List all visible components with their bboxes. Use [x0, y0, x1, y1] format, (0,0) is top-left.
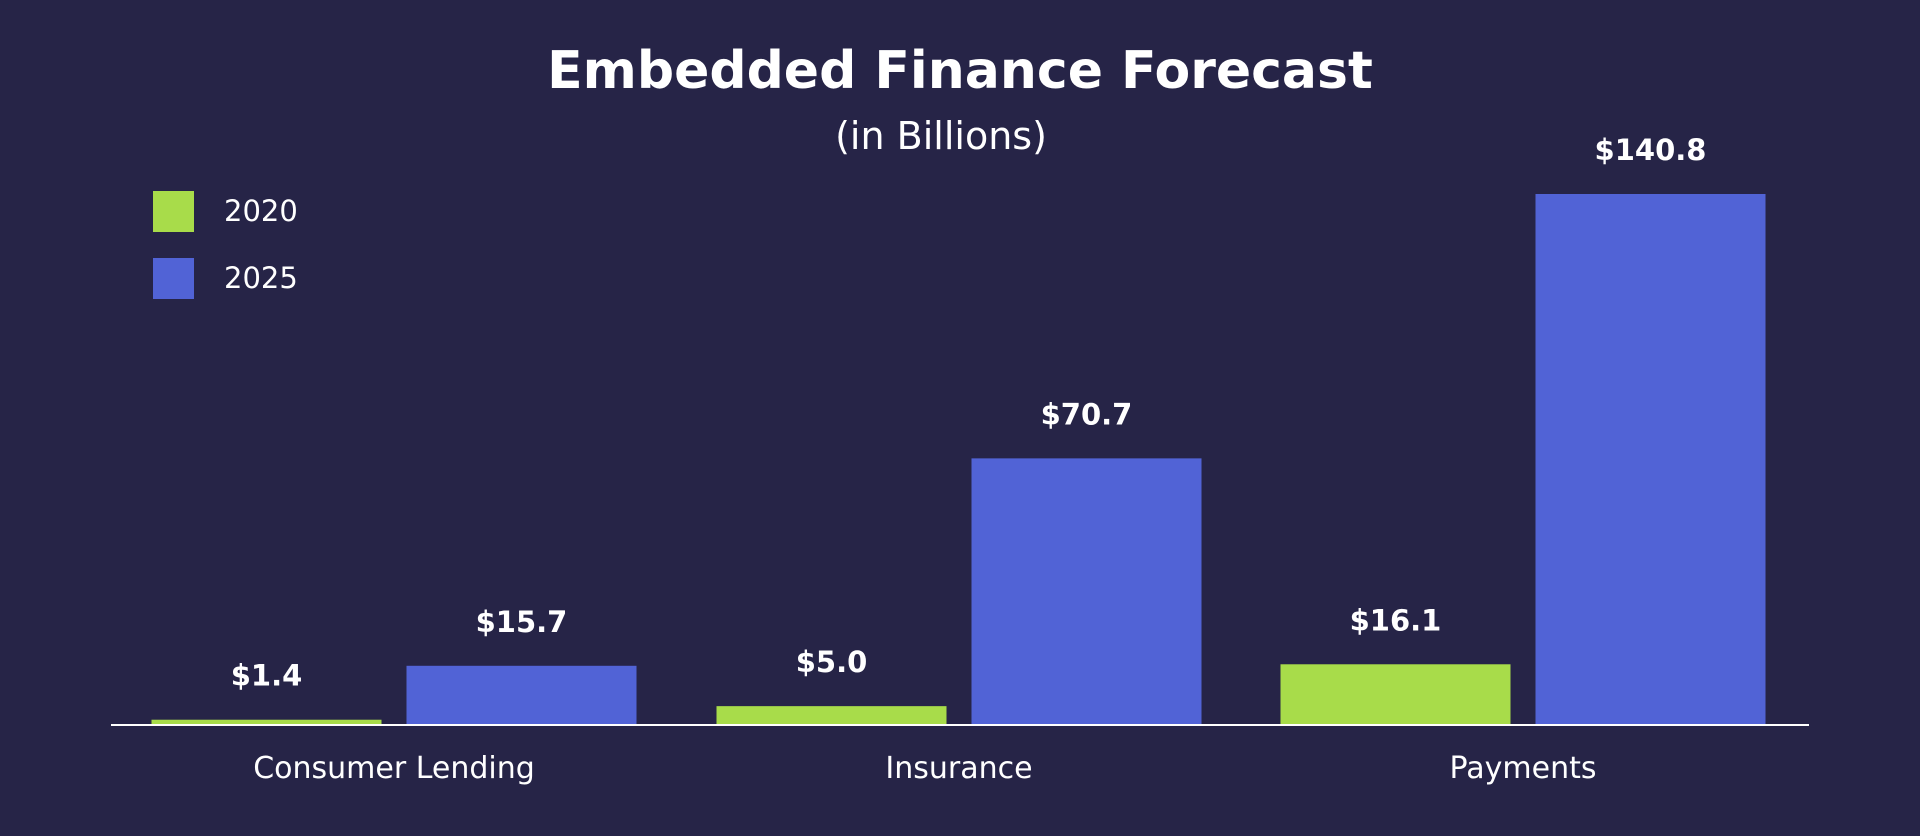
category-label-insurance: Insurance — [885, 751, 1032, 786]
data-labels-group: $1.4 $15.7 $5.0 $70.7 $16.1 $140.8 — [231, 133, 1707, 693]
bar-consumer-lending-2020 — [151, 719, 382, 725]
legend-swatch-2020 — [153, 191, 194, 232]
bar-insurance-2020 — [716, 706, 947, 725]
category-label-payments: Payments — [1450, 751, 1597, 786]
legend-swatch-2025 — [153, 258, 194, 299]
bar-insurance-2025 — [971, 458, 1202, 725]
chart-subtitle: (in Billions) — [835, 114, 1047, 158]
bar-payments-2020 — [1280, 664, 1511, 725]
data-label-payments-2020: $16.1 — [1350, 603, 1442, 637]
legend: 2020 2025 — [153, 191, 298, 299]
bars-group — [151, 194, 1766, 725]
data-label-consumer-lending-2025: $15.7 — [476, 605, 568, 639]
data-label-payments-2025: $140.8 — [1595, 133, 1707, 167]
legend-label-2025: 2025 — [224, 261, 298, 295]
data-label-insurance-2025: $70.7 — [1041, 397, 1133, 431]
chart-title: Embedded Finance Forecast — [547, 41, 1373, 101]
category-labels-group: Consumer Lending Insurance Payments — [253, 751, 1596, 786]
data-label-insurance-2020: $5.0 — [796, 645, 868, 679]
bar-consumer-lending-2025 — [406, 665, 637, 725]
data-label-consumer-lending-2020: $1.4 — [231, 659, 303, 693]
bar-payments-2025 — [1535, 194, 1766, 725]
legend-label-2020: 2020 — [224, 194, 298, 228]
category-label-consumer-lending: Consumer Lending — [253, 751, 535, 786]
